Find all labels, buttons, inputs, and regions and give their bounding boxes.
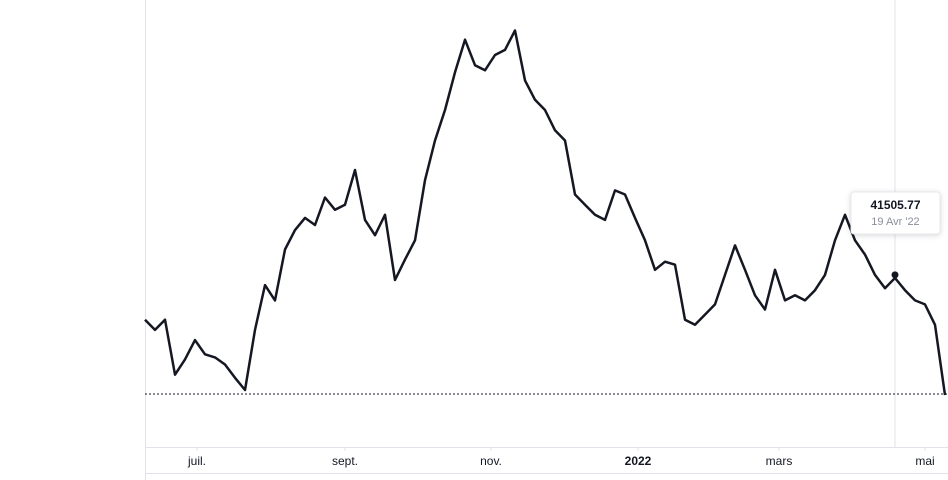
- price-line: [144, 29, 947, 396]
- x-tick-label: mai: [915, 454, 934, 468]
- tooltip-date: 19 Avr '22: [871, 216, 919, 228]
- tooltip-marker: [891, 271, 899, 279]
- x-tick-label: 2022: [625, 454, 652, 468]
- x-tick-label: sept.: [332, 454, 358, 468]
- x-tick-label: mars: [766, 454, 793, 468]
- tooltip: 41505.77 19 Avr '22: [850, 191, 941, 235]
- tooltip-value: 41505.77: [870, 198, 920, 212]
- tooltip-box: [850, 191, 941, 235]
- x-tick-label: nov.: [480, 454, 502, 468]
- x-tick-label: juil.: [187, 454, 206, 468]
